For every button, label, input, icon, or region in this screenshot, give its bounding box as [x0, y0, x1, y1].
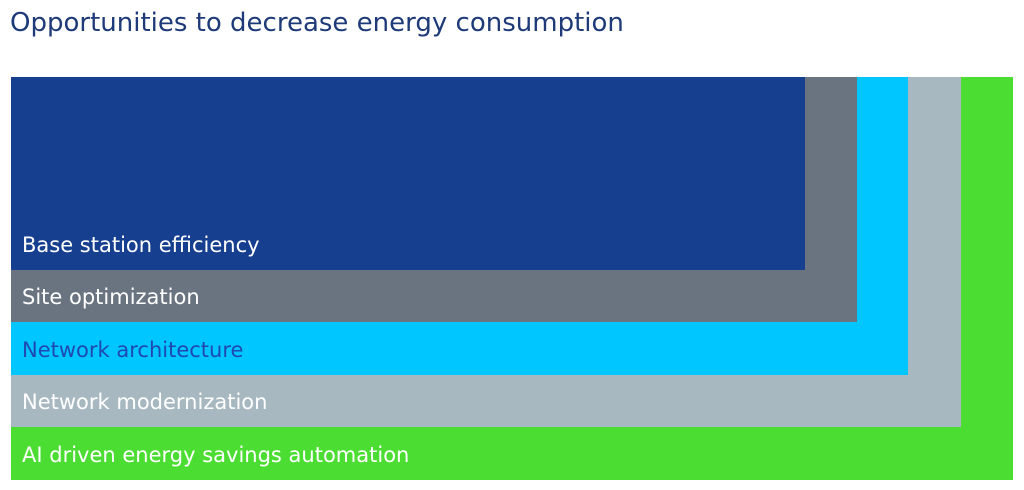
layer-label: Network modernization	[22, 390, 267, 414]
layer-label: Network architecture	[22, 338, 243, 362]
layer-label: Site optimization	[22, 285, 200, 309]
title: Opportunities to decrease energy consump…	[10, 8, 624, 38]
layer-label: Base station efficiency	[22, 233, 260, 257]
layer-label: AI driven energy savings automation	[22, 443, 409, 467]
layer-base-station	[11, 77, 805, 270]
